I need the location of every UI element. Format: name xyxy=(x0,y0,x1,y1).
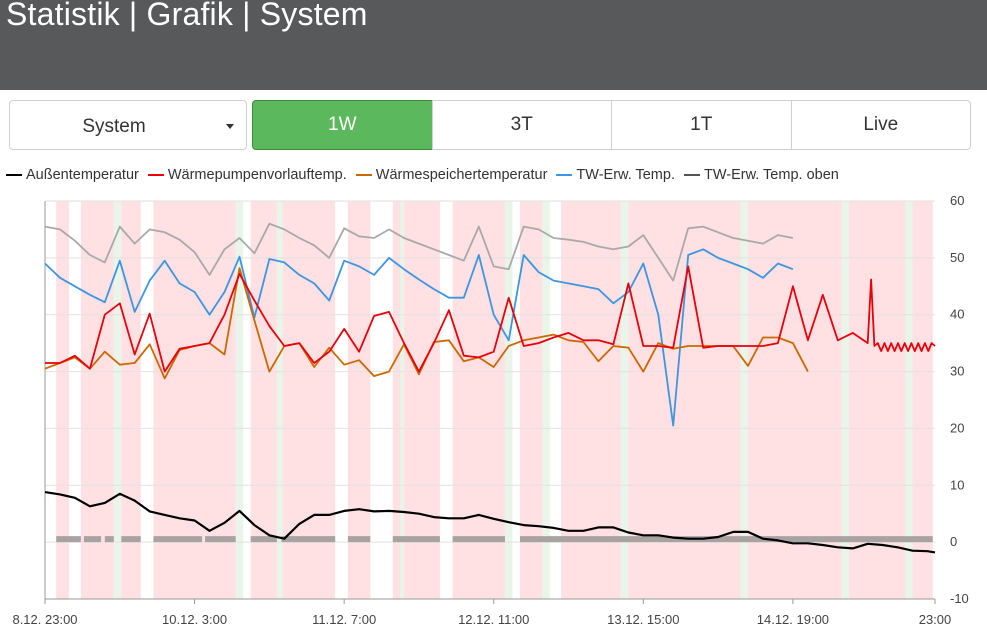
heating-band xyxy=(848,201,933,599)
status-bar-segment xyxy=(392,536,440,543)
legend-label: TW-Erw. Temp. oben xyxy=(703,167,839,183)
y-tick-label: -10 xyxy=(950,591,969,606)
legend-swatch-icon xyxy=(683,174,700,176)
heating-band xyxy=(628,201,741,599)
x-tick-label: 23:00 xyxy=(919,612,952,627)
status-bar-segment xyxy=(281,536,336,543)
range-1w-button[interactable]: 1W xyxy=(252,100,433,150)
caret-down-icon xyxy=(226,124,234,129)
series-line-4 xyxy=(44,222,794,282)
temperature-chart: -10 0 10 20 30 40 50 60 8.12. 23:00 10.12. 3:00 11… xyxy=(12,193,969,627)
heating-band xyxy=(153,201,236,599)
interval-band xyxy=(841,201,849,599)
legend-item-aussentemperatur[interactable]: Außentemperatur xyxy=(6,167,139,183)
interval-band xyxy=(400,201,404,599)
legend-label: TW-Erw. Temp. xyxy=(576,167,675,183)
heating-band xyxy=(121,201,141,599)
status-bar-segment xyxy=(121,536,141,543)
interval-band xyxy=(905,201,913,599)
status-bar-segment xyxy=(347,536,371,543)
heating-band xyxy=(56,201,69,599)
status-bar-segment xyxy=(83,536,102,543)
system-select-value: System xyxy=(82,116,146,137)
status-bar-segment xyxy=(56,536,81,543)
y-tick-label: 50 xyxy=(950,250,964,265)
x-tick-label: 14.12. 19:00 xyxy=(757,612,829,627)
legend-item-waermepumpe[interactable]: Wärmepumpenvorlauftemp. xyxy=(147,167,347,183)
y-tick-label: 0 xyxy=(950,534,957,549)
x-tick-label: 11.12. 7:00 xyxy=(312,612,376,627)
heating-band xyxy=(561,201,621,599)
chart-legend: Außentemperatur Wärmepumpenvorlauftemp. … xyxy=(6,167,839,183)
x-tick-label: 12.12. 11:00 xyxy=(458,612,529,627)
legend-item-waermespeicher[interactable]: Wärmespeichertemperatur xyxy=(355,167,548,183)
y-tick-label: 40 xyxy=(950,307,964,322)
legend-label: Außentemperatur xyxy=(26,167,139,183)
controls: System 1W 3T 1T Live xyxy=(9,100,971,152)
system-select[interactable]: System xyxy=(9,100,247,150)
status-bar-segment xyxy=(250,536,277,543)
y-tick-label: 60 xyxy=(950,193,964,208)
x-tick-label: 10.12. 3:00 xyxy=(162,612,227,627)
status-bar-segment xyxy=(519,536,933,543)
heating-band xyxy=(80,201,114,599)
x-tick-label: 13.12. 15:00 xyxy=(607,612,679,627)
range-button-group: 1W 3T 1T Live xyxy=(252,100,971,150)
interval-band xyxy=(113,201,122,599)
heating-band xyxy=(519,201,543,599)
status-bar-segment xyxy=(153,536,203,543)
y-tick-label: 10 xyxy=(950,477,964,492)
y-tick-label: 30 xyxy=(950,364,964,379)
legend-item-tw-erw-oben[interactable]: TW-Erw. Temp. oben xyxy=(683,167,839,183)
series-line-0 xyxy=(44,491,936,554)
status-bar-segment xyxy=(104,536,114,543)
legend-swatch-icon xyxy=(355,174,372,176)
heating-band xyxy=(748,201,842,599)
range-1t-button[interactable]: 1T xyxy=(611,100,792,150)
interval-band xyxy=(235,201,244,599)
heating-band xyxy=(347,201,371,599)
header: Statistik | Grafik | System xyxy=(0,0,987,90)
interval-band xyxy=(542,201,550,599)
x-tick-label: 8.12. 23:00 xyxy=(12,612,77,627)
interval-band xyxy=(276,201,283,599)
status-bar-segment xyxy=(452,536,505,543)
legend-swatch-icon xyxy=(556,174,573,176)
legend-label: Wärmespeichertemperatur xyxy=(375,167,548,183)
page-title: Statistik | Grafik | System xyxy=(6,0,368,32)
range-live-button[interactable]: Live xyxy=(790,100,971,150)
series-line-3 xyxy=(44,248,794,427)
status-bar-segment xyxy=(205,536,236,543)
legend-item-tw-erw[interactable]: TW-Erw. Temp. xyxy=(556,167,675,183)
legend-label: Wärmepumpenvorlauftemp. xyxy=(167,167,347,183)
y-tick-label: 20 xyxy=(950,420,964,435)
interval-band xyxy=(620,201,629,599)
interval-band xyxy=(504,201,513,599)
series-line-1 xyxy=(45,265,936,373)
legend-swatch-icon xyxy=(147,174,164,176)
interval-band xyxy=(740,201,749,599)
range-3t-button[interactable]: 3T xyxy=(431,100,612,150)
legend-swatch-icon xyxy=(6,174,22,176)
